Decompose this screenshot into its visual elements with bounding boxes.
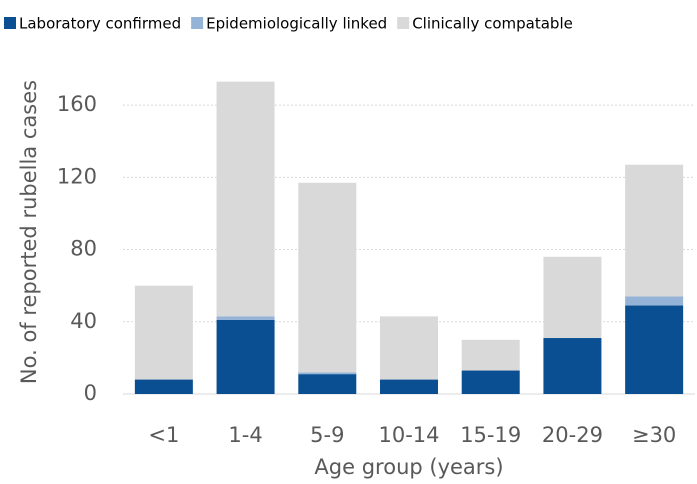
bar-segment <box>216 81 275 317</box>
y-tick-label: 0 <box>84 381 97 405</box>
legend-swatch <box>191 17 204 29</box>
x-tick-label: 15-19 <box>460 423 521 447</box>
bar-segment <box>134 379 193 394</box>
bar-segment <box>625 296 684 306</box>
x-tick-label: <1 <box>148 423 179 447</box>
bar-segment <box>461 370 520 394</box>
x-tick-label: 20-29 <box>542 423 603 447</box>
bar-segment <box>461 339 520 371</box>
bar-segment <box>216 319 275 394</box>
legend-swatch <box>4 17 16 29</box>
bar-segment <box>625 305 684 394</box>
legend-label: Laboratory confirmed <box>19 15 181 33</box>
y-tick-label: 80 <box>70 237 97 261</box>
bar-segment <box>543 256 602 339</box>
legend-label: Epidemiologically linked <box>206 15 387 33</box>
x-tick-label: 10-14 <box>378 423 439 447</box>
bar-segment <box>298 372 357 375</box>
bar-segment <box>380 316 438 380</box>
legend-swatch <box>397 17 410 29</box>
bar-segment <box>216 316 275 320</box>
x-tick-label: ≥30 <box>632 423 676 447</box>
bar-segment <box>625 164 684 297</box>
bar-segment <box>298 374 357 394</box>
x-tick-label: 5-9 <box>310 423 344 447</box>
bar-segment <box>298 182 357 373</box>
y-tick-label: 40 <box>70 309 97 333</box>
bar-segment <box>543 338 602 394</box>
legend-label: Clinically compatable <box>412 15 573 33</box>
bar-segment <box>134 285 193 380</box>
y-tick-label: 120 <box>57 164 97 188</box>
x-tick-label: 1-4 <box>228 423 262 447</box>
y-axis-title: No. of reported rubella cases <box>17 80 41 384</box>
x-axis-title: Age group (years) <box>314 455 503 479</box>
y-tick-label: 160 <box>57 92 97 116</box>
bar-segment <box>380 379 438 394</box>
